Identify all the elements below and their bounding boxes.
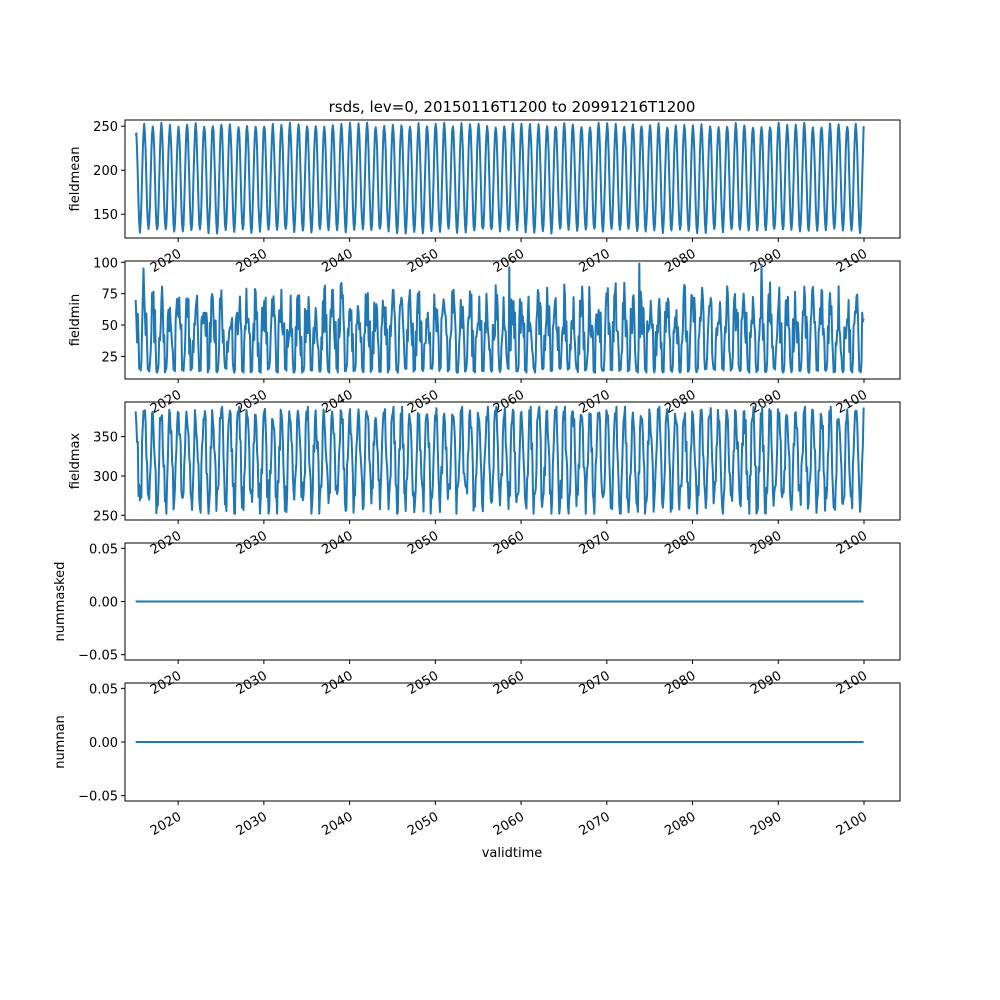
series-line-fieldmin: [134, 262, 865, 374]
y-tick-label-nummasked: 0.00: [89, 596, 118, 611]
y-axis-label-nummasked: nummasked: [53, 562, 68, 642]
subplots: 150 200 250 fieldmean 2020 2030 2040 2050 2060 20…: [53, 119, 901, 839]
y-axis-label-fieldmin: fieldmin: [68, 294, 83, 347]
x-axis-label: validtime: [482, 846, 543, 861]
y-tick-label-fieldmin: 50: [101, 319, 118, 334]
y-tick-label-fieldmean: 200: [93, 164, 118, 179]
subplot-numnan: −0.05 0.00 0.05 numnan 2020 2030 2040 2050 2060 2…: [53, 682, 901, 839]
x-tick-label-numnan: 2100: [834, 809, 870, 839]
x-tick-label-numnan: 2030: [234, 809, 270, 839]
x-tick-label-numnan: 2060: [491, 809, 527, 839]
x-tick-label-numnan: 2020: [148, 809, 184, 839]
axes-frame-fieldmax: [124, 401, 901, 521]
y-axis-label-fieldmean: fieldmean: [68, 147, 83, 212]
series-line-fieldmax: [134, 405, 865, 515]
y-axis-label-numnan: numnan: [53, 715, 68, 769]
y-tick-label-fieldmin: 75: [101, 288, 118, 303]
x-tick-label-numnan: 2050: [405, 809, 441, 839]
series-line-fieldmean: [134, 121, 865, 235]
y-tick-label-fieldmax: 350: [93, 431, 118, 446]
chart-title: rsds, lev=0, 20150116T1200 to 20991216T1…: [329, 98, 696, 116]
y-tick-label-numnan: −0.05: [78, 790, 118, 805]
y-tick-label-fieldmean: 150: [93, 208, 118, 223]
x-tick-label-numnan: 2090: [748, 809, 784, 839]
y-tick-label-fieldmean: 250: [93, 120, 118, 135]
axes-frame-fieldmean: [124, 119, 901, 239]
axes-frame-fieldmin: [124, 260, 901, 380]
x-tick-label-numnan: 2080: [662, 809, 698, 839]
y-tick-label-fieldmin: 25: [101, 350, 118, 365]
x-tick-label-numnan: 2070: [577, 809, 613, 839]
x-tick-label-numnan: 2040: [319, 809, 355, 839]
y-tick-label-fieldmax: 250: [93, 509, 118, 524]
y-tick-label-numnan: 0.00: [89, 736, 118, 751]
y-axis-label-fieldmax: fieldmax: [68, 433, 83, 490]
y-tick-label-fieldmax: 300: [93, 470, 118, 485]
y-tick-label-nummasked: 0.05: [89, 542, 118, 557]
y-tick-label-numnan: 0.05: [89, 682, 118, 697]
y-tick-label-nummasked: −0.05: [78, 649, 118, 664]
y-tick-label-fieldmin: 100: [93, 256, 118, 271]
